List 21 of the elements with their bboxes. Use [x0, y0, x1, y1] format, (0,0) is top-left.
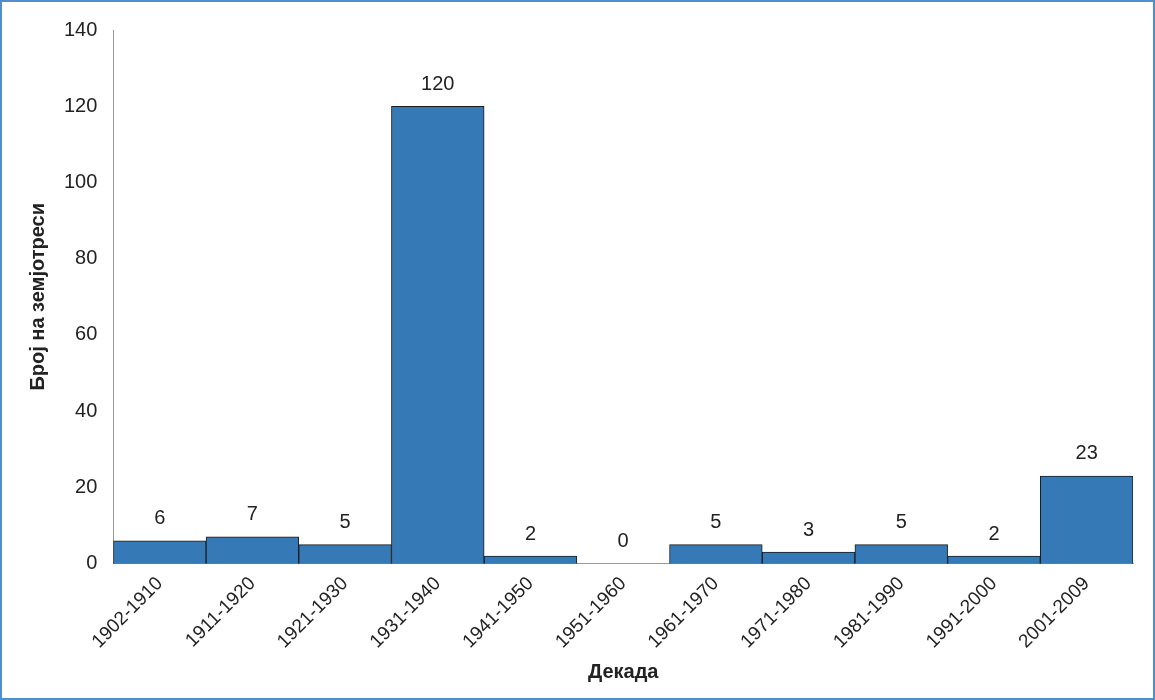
data-label: 6: [154, 506, 166, 529]
y-tick-label: 40: [75, 398, 98, 421]
data-label: 5: [895, 510, 907, 533]
y-tick-label: 100: [63, 169, 98, 192]
y-tick-label: 60: [75, 322, 98, 345]
data-label: 5: [710, 510, 722, 533]
data-label: 0: [617, 529, 629, 552]
y-tick-label: 20: [75, 474, 98, 497]
data-label: 3: [803, 517, 815, 540]
x-axis-title: Декада: [587, 659, 660, 682]
data-label: 2: [988, 521, 1000, 544]
y-tick-label: 0: [86, 551, 98, 574]
data-label: 23: [1075, 441, 1098, 464]
data-label: 7: [246, 502, 258, 525]
data-label: 120: [421, 71, 455, 94]
y-tick-label: 120: [63, 93, 98, 116]
y-tick-label: 140: [63, 17, 98, 40]
data-label: 2: [524, 521, 537, 544]
y-tick-label: 80: [75, 246, 98, 269]
data-label: 5: [339, 510, 351, 533]
y-axis-title: Број на земјотреси: [25, 203, 48, 391]
